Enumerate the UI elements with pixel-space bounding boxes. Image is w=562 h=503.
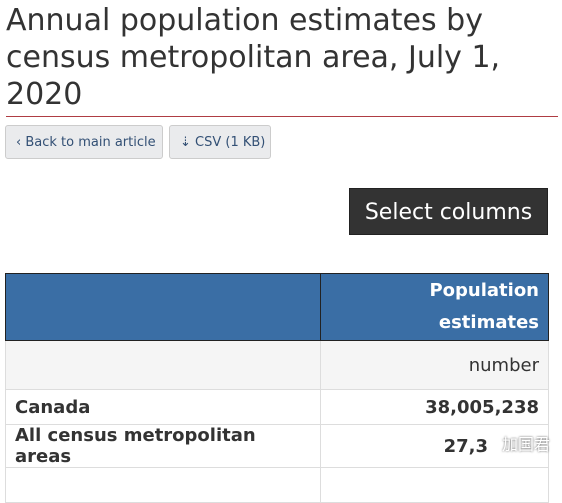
- back-label[interactable]: Back to main article: [25, 135, 156, 150]
- back-button[interactable]: ‹ Back to main article: [5, 125, 163, 159]
- page: Annual population estimates by census me…: [5, 3, 558, 503]
- csv-label[interactable]: CSV (1 KB): [195, 135, 266, 150]
- select-columns-button[interactable]: Select columns: [349, 188, 548, 235]
- cell: 27,3: [320, 424, 549, 468]
- page-title: Annual population estimates by census me…: [6, 3, 501, 112]
- cell: 38,005,238: [320, 389, 549, 425]
- unit-cell: number: [320, 340, 549, 390]
- row-label: Canada: [5, 389, 321, 425]
- csv-button[interactable]: ⇣ CSV (1 KB): [169, 125, 271, 159]
- watermark: 加国君: [502, 435, 551, 454]
- column-header: [5, 273, 321, 341]
- cell: [5, 467, 321, 503]
- column-header: Population estimates: [320, 273, 549, 341]
- cell: [5, 340, 321, 390]
- data-table: Population estimates number Canada 38,005…: [5, 273, 549, 503]
- cell: [320, 467, 549, 503]
- title-rule: [6, 116, 558, 117]
- row-label: All census metropolitan areas: [5, 424, 321, 468]
